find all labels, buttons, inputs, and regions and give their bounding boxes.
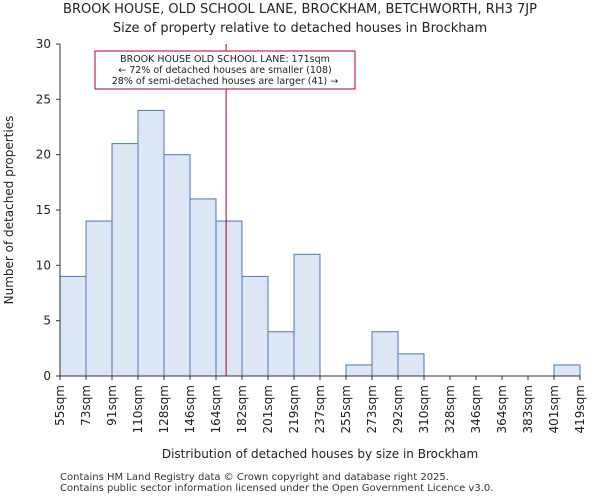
x-tick-label: 364sqm (495, 385, 509, 433)
annotation-line: 28% of semi-detached houses are larger (… (112, 76, 339, 87)
annotation-line: ← 72% of detached houses are smaller (10… (118, 65, 331, 76)
x-tick-label: 182sqm (235, 385, 249, 433)
x-tick-label: 73sqm (79, 385, 93, 426)
histogram-bar (293, 253, 321, 377)
histogram-bar (241, 275, 269, 377)
y-tick-label: 10 (36, 258, 51, 272)
annotation-line: BROOK HOUSE OLD SCHOOL LANE: 171sqm (120, 54, 330, 65)
y-tick-label: 15 (36, 203, 51, 217)
x-tick-label: 128sqm (157, 385, 171, 433)
x-tick-label: 110sqm (131, 385, 145, 433)
x-tick-label: 401sqm (547, 385, 561, 433)
x-tick-label: 219sqm (287, 385, 301, 433)
x-tick-label: 146sqm (183, 385, 197, 433)
x-tick-label: 91sqm (105, 385, 119, 426)
x-tick-label: 201sqm (261, 385, 275, 433)
histogram-bar (59, 275, 87, 377)
footer-copyright: Contains HM Land Registry data © Crown c… (60, 472, 449, 483)
x-tick-label: 255sqm (339, 385, 353, 433)
footer-licence: Contains public sector information licen… (60, 483, 494, 494)
histogram-bar (371, 331, 399, 377)
histogram-bar (215, 220, 243, 377)
x-tick-label: 419sqm (573, 385, 587, 433)
chart-title: Size of property relative to detached ho… (112, 21, 488, 36)
x-tick-label: 346sqm (469, 385, 483, 433)
x-tick-label: 273sqm (365, 385, 379, 433)
x-tick-label: 310sqm (417, 385, 431, 433)
histogram-bar (553, 364, 581, 377)
chart-title-address: BROOK HOUSE, OLD SCHOOL LANE, BROCKHAM, … (63, 2, 537, 17)
histogram-bar (345, 364, 373, 377)
x-tick-label: 237sqm (313, 385, 327, 433)
x-tick-label: 292sqm (391, 385, 405, 433)
histogram-bar (189, 198, 217, 377)
y-tick-label: 5 (43, 314, 51, 328)
y-axis-label: Number of detached properties (2, 116, 16, 305)
y-tick-label: 20 (36, 148, 51, 162)
y-tick-label: 25 (36, 92, 51, 106)
x-tick-label: 383sqm (521, 385, 535, 433)
histogram-bar (137, 109, 165, 377)
y-tick-label: 30 (36, 37, 51, 51)
histogram-bar (397, 353, 425, 377)
histogram-chart: 0 5 10 15 20 25 30 55sqm 73sqm 91sqm 110sqm 128sqm 1… (2, 37, 587, 461)
histogram-bar (163, 154, 191, 377)
histogram-bar (85, 220, 113, 377)
histogram-bar (267, 331, 295, 377)
y-tick-label: 0 (43, 369, 51, 383)
x-tick-label: 55sqm (53, 385, 67, 426)
histogram-bar (111, 143, 139, 377)
annotation-box (94, 50, 356, 90)
x-tick-label: 164sqm (209, 385, 223, 433)
x-tick-label: 328sqm (443, 385, 457, 433)
x-axis-label: Distribution of detached houses by size … (162, 447, 478, 461)
